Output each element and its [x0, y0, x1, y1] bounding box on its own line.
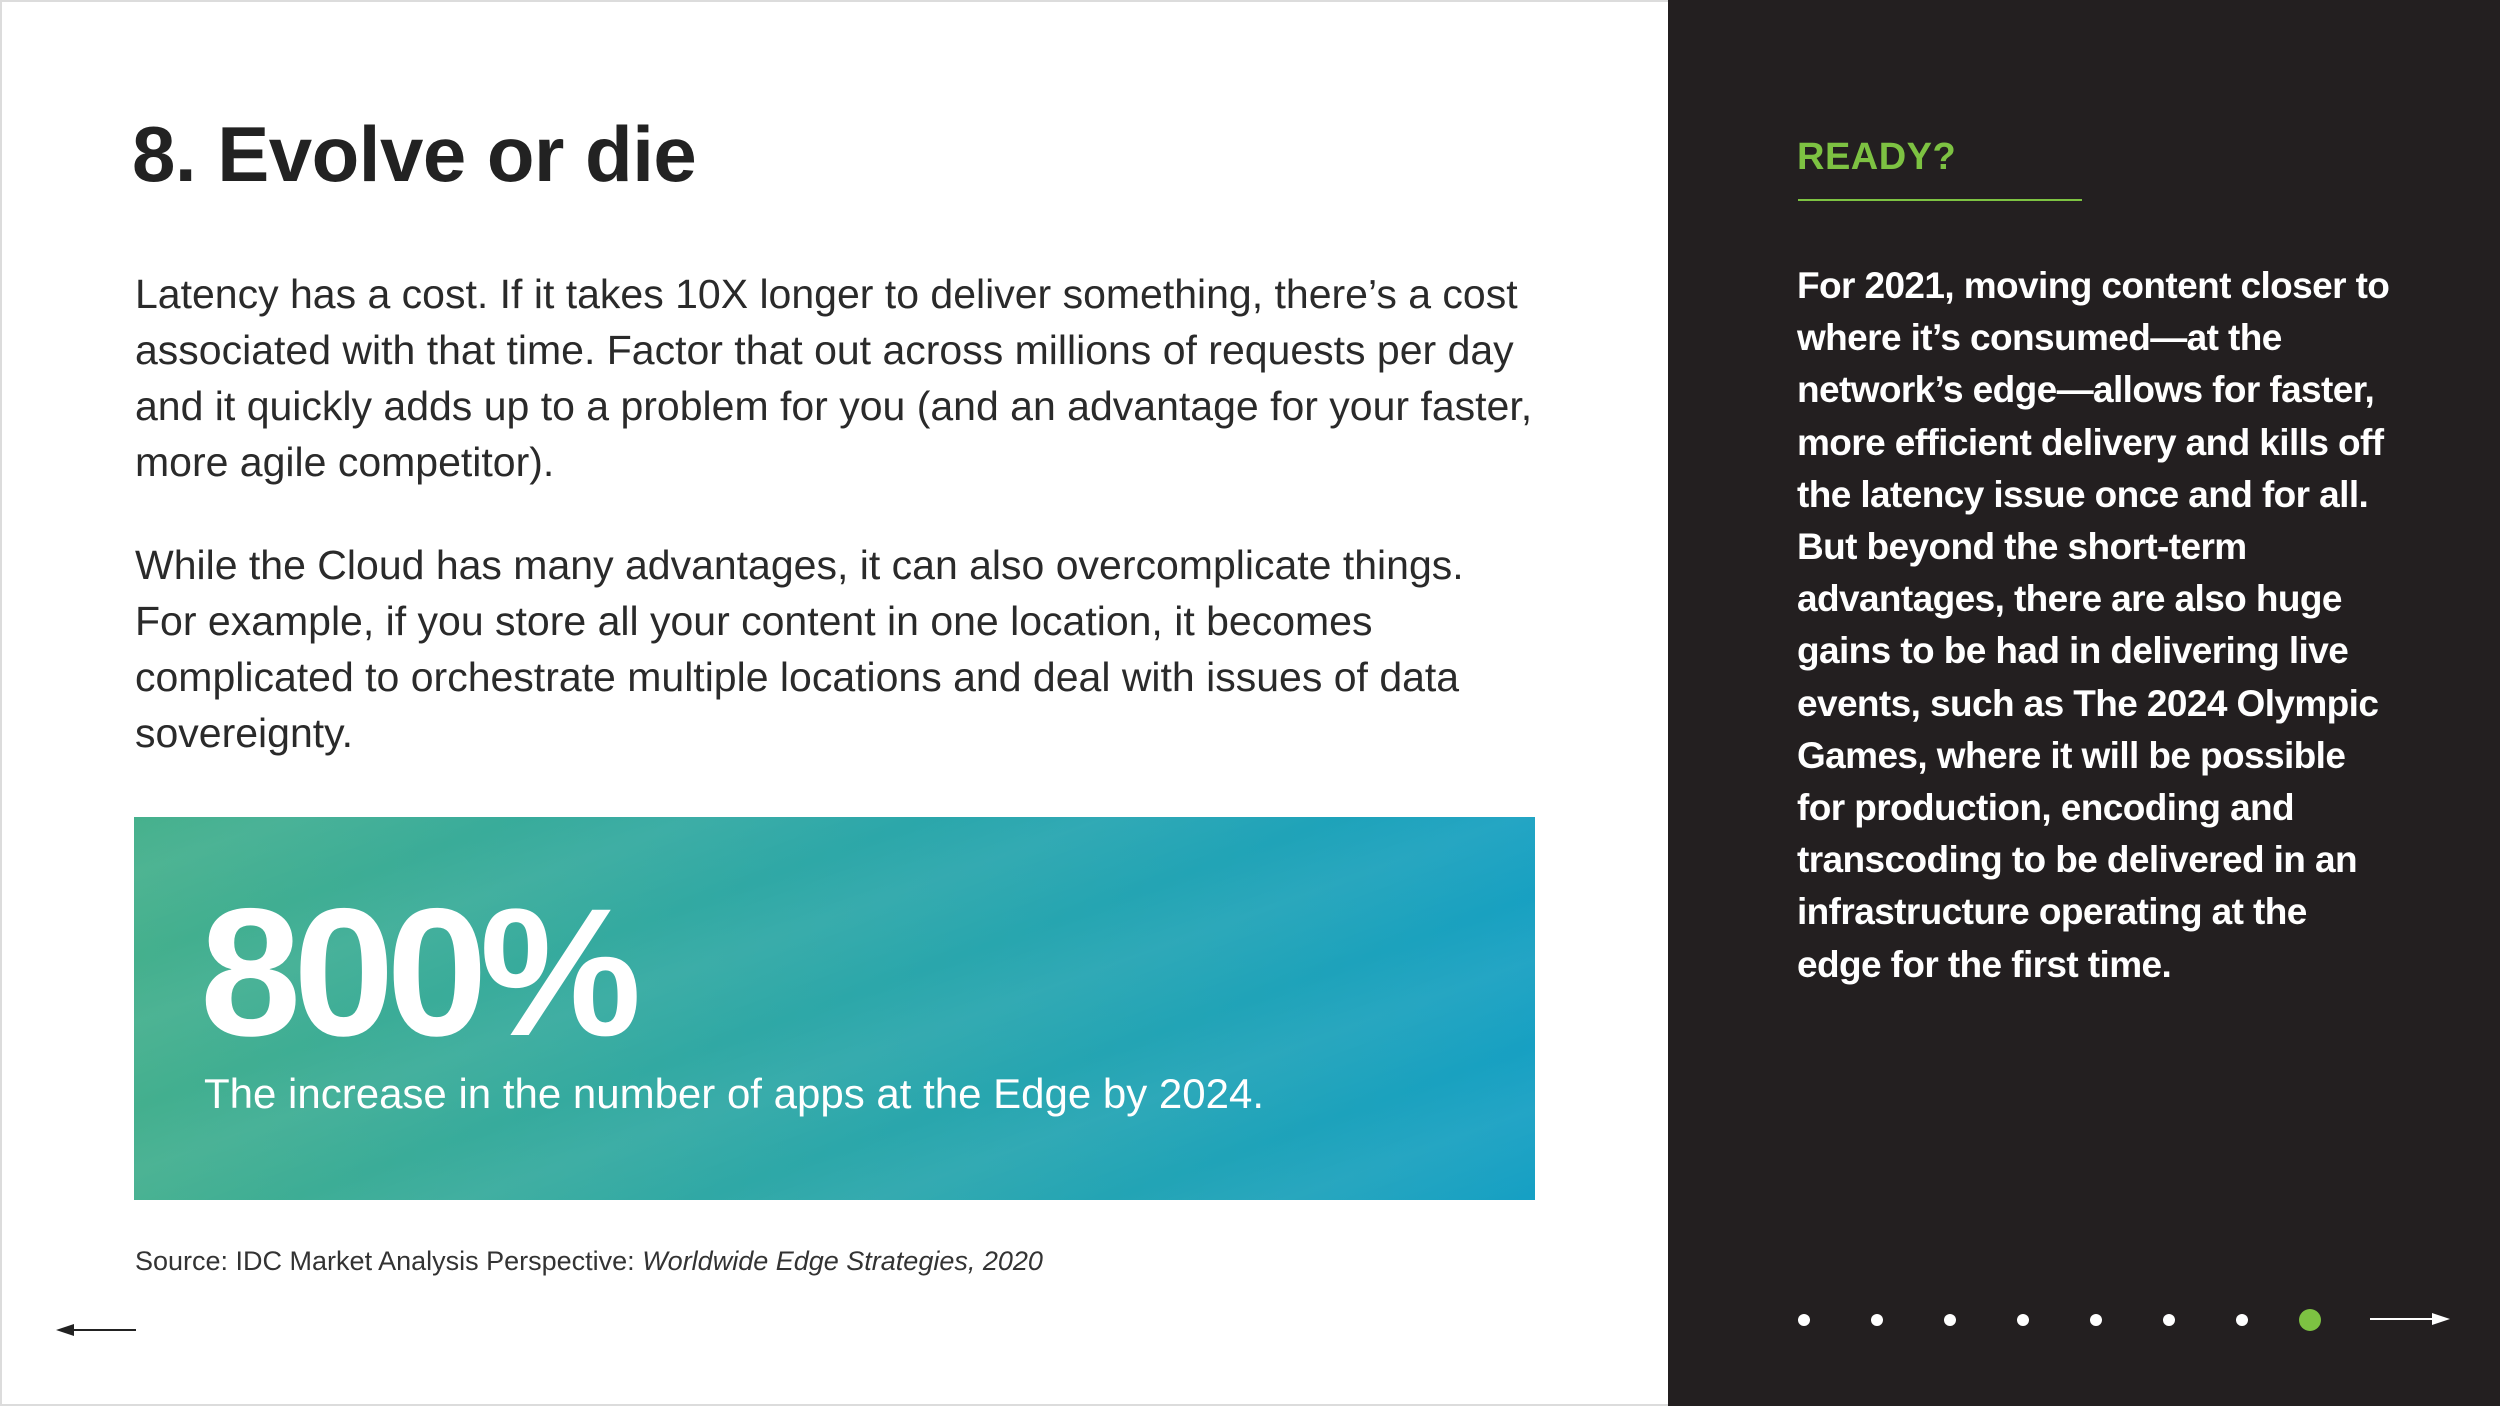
page-dot-2[interactable]	[1871, 1314, 1883, 1326]
stat-caption: The increase in the number of apps at th…	[204, 1070, 1265, 1117]
page-dot-3[interactable]	[1944, 1314, 1956, 1326]
source-title: Worldwide Edge Strategies, 2020	[642, 1246, 1043, 1276]
page-dot-1[interactable]	[1798, 1314, 1810, 1326]
stat-callout: 800% The increase in the number of apps …	[134, 817, 1535, 1200]
next-arrow-icon[interactable]	[2370, 1309, 2450, 1329]
page-dot-4[interactable]	[2017, 1314, 2029, 1326]
source-citation: Source: IDC Market Analysis Perspective:…	[135, 1246, 1043, 1277]
side-body-text: For 2021, moving content closer to where…	[1797, 265, 2390, 985]
page-title: 8. Evolve or die	[132, 110, 697, 198]
source-prefix: Source: IDC Market Analysis Perspective:	[135, 1246, 643, 1276]
side-panel: READY? For 2021, moving content closer t…	[1668, 0, 2500, 1406]
side-heading: READY?	[1797, 136, 1957, 178]
stat-value: 800%	[200, 870, 641, 1074]
body-paragraph-latency: Latency has a cost. If it takes 10X long…	[135, 271, 1533, 485]
page-dot-8-current[interactable]	[2299, 1309, 2321, 1331]
previous-arrow-icon[interactable]	[56, 1320, 136, 1340]
page-dot-7[interactable]	[2236, 1314, 2248, 1326]
body-paragraph-cloud: While the Cloud has many advantages, it …	[135, 542, 1464, 756]
page-dot-6[interactable]	[2163, 1314, 2175, 1326]
page-dot-5[interactable]	[2090, 1314, 2102, 1326]
side-heading-divider	[1798, 199, 2082, 201]
